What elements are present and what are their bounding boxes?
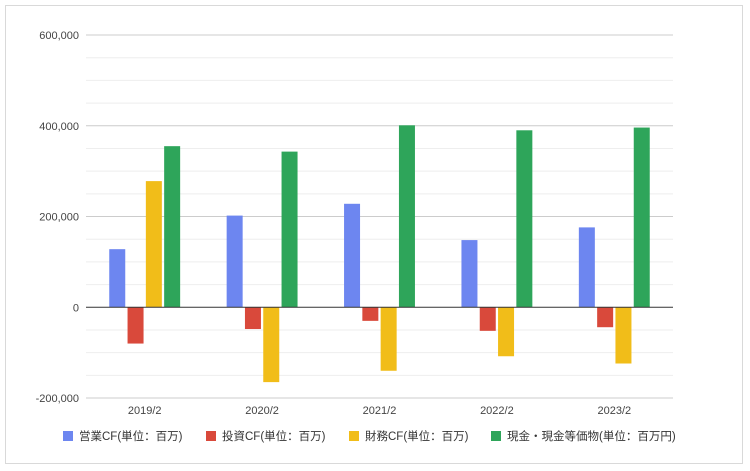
legend: 営業CF(単位：百万) 投資CF(単位：百万) 財務CF(単位：百万) 現金・現金等価… — [63, 429, 676, 443]
chart-frame — [5, 5, 743, 464]
x-tick-label: 2019/2 — [128, 405, 162, 417]
y-axis-ticks: 600,000 400,000 200,000 0 -200,000 — [36, 30, 79, 405]
bar-4-3 — [398, 125, 415, 308]
x-tick-label: 2023/2 — [597, 405, 631, 417]
x-tick-label: 2022/2 — [480, 405, 514, 417]
legend-label-2: 投資CF(単位：百万) — [222, 429, 326, 443]
bar-1-2 — [226, 215, 243, 308]
legend-label-4: 現金・現金等価物(単位：百万円) — [507, 429, 676, 443]
x-tick-label: 2021/2 — [363, 405, 397, 417]
bar-3-3 — [380, 307, 397, 371]
y-tick-label: -200,000 — [36, 393, 79, 405]
bar-1-1 — [109, 249, 126, 308]
legend-label-1: 営業CF(単位：百万) — [79, 429, 183, 443]
bar-1-3 — [344, 203, 361, 308]
y-tick-label: 600,000 — [39, 30, 79, 42]
bar-2-4 — [479, 307, 496, 331]
bar-4-1 — [164, 146, 181, 308]
legend-swatch-4 — [491, 431, 501, 441]
bar-2-2 — [244, 307, 261, 330]
bar-2-5 — [597, 307, 614, 328]
bar-3-5 — [615, 307, 632, 364]
grid-lines — [86, 34, 673, 399]
y-tick-label: 400,000 — [39, 121, 79, 133]
bar-4-4 — [516, 130, 533, 308]
bar-2-3 — [362, 307, 379, 321]
bar-1-4 — [461, 240, 478, 308]
legend-swatch-3 — [349, 431, 359, 441]
bar-4-2 — [281, 151, 298, 308]
bar-3-4 — [498, 307, 515, 357]
y-tick-label: 200,000 — [39, 212, 79, 224]
y-tick-label: 0 — [73, 302, 79, 314]
bar-4-5 — [633, 127, 650, 308]
bar-3-2 — [263, 307, 280, 383]
bar-3-1 — [145, 181, 162, 308]
legend-label-3: 財務CF(単位：百万) — [365, 429, 469, 443]
legend-swatch-1 — [63, 431, 73, 441]
legend-swatch-2 — [206, 431, 216, 441]
x-axis-ticks: 2019/2 2020/2 2021/2 2022/2 2023/2 — [128, 405, 631, 417]
x-tick-label: 2020/2 — [245, 405, 279, 417]
bar-2-1 — [127, 307, 144, 344]
bar-1-5 — [578, 227, 595, 308]
bars — [109, 125, 650, 383]
